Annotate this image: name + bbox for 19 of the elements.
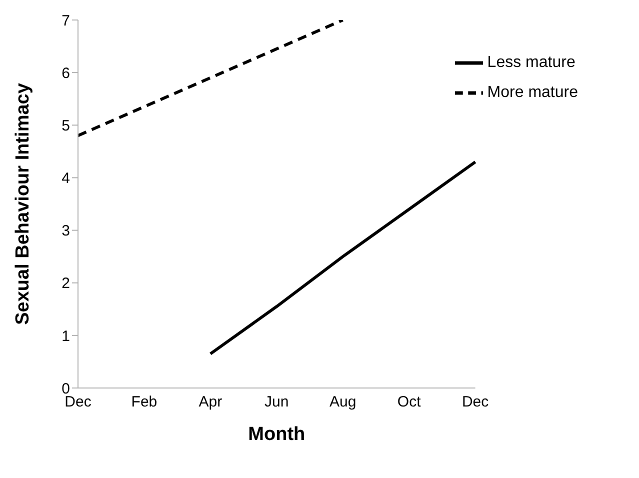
y-tick-label: 4 [62,170,70,188]
y-tick-label: 2 [62,275,70,292]
x-axis-title: Month [248,424,306,445]
y-tick-label: 3 [62,222,70,240]
y-tick-label: 6 [62,64,70,82]
line-series [208,160,477,356]
y-tick-label: 7 [62,12,70,30]
x-tick-label: Dec [462,394,490,411]
line-series [76,20,344,138]
y-tick-label: 5 [62,117,70,134]
x-tick-label: Feb [131,394,158,411]
legend-label: More mature [487,84,578,101]
x-tick-label: Jun [264,394,289,411]
x-tick-label: Apr [198,394,222,411]
x-tick-label: Aug [330,394,356,411]
y-tick-label: 1 [62,328,70,345]
y-axis-title: Sexual Behaviour Intimacy [12,82,34,325]
legend-label: Less mature [487,54,576,71]
x-tick-label: Oct [397,394,422,411]
